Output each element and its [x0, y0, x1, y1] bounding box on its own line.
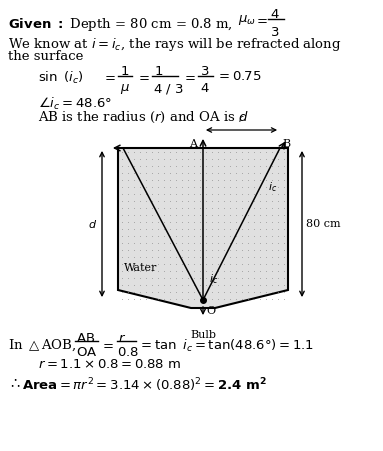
Text: $i_c$: $i_c$: [268, 180, 277, 194]
Text: O: O: [206, 306, 215, 316]
Text: $= 0.75$: $= 0.75$: [216, 70, 262, 83]
Text: $= \tan\ i_c = \tan(48.6°) = 1.1$: $= \tan\ i_c = \tan(48.6°) = 1.1$: [138, 338, 314, 354]
Text: In $\triangle$AOB,: In $\triangle$AOB,: [8, 338, 76, 354]
Text: A: A: [189, 139, 197, 149]
Text: $r$: $r$: [118, 332, 126, 345]
Text: $=$: $=$: [182, 70, 196, 83]
Text: $4$: $4$: [270, 8, 280, 21]
Text: $r$: $r$: [238, 113, 245, 124]
Text: Water: Water: [124, 263, 157, 273]
Text: $\mathbf{Given\ :}$ Depth = 80 cm = 0.8 m,: $\mathbf{Given\ :}$ Depth = 80 cm = 0.8 …: [8, 16, 232, 33]
Text: $0.8$: $0.8$: [117, 346, 139, 359]
Text: $1$: $1$: [154, 65, 163, 78]
Text: $=$: $=$: [136, 70, 150, 83]
Text: $4$: $4$: [200, 82, 210, 95]
Text: $=$: $=$: [254, 13, 268, 26]
Text: $\sin\ (i_c)$: $\sin\ (i_c)$: [38, 70, 84, 86]
Text: AB is the radius ($r$) and OA is $d$: AB is the radius ($r$) and OA is $d$: [38, 110, 249, 125]
Text: $\mathrm{OA}$: $\mathrm{OA}$: [76, 346, 97, 359]
Text: We know at $i = i_{c}$, the rays will be refracted along: We know at $i = i_{c}$, the rays will be…: [8, 36, 342, 53]
Text: the surface: the surface: [8, 50, 83, 63]
Text: $3$: $3$: [200, 65, 210, 78]
Text: Bulb: Bulb: [190, 330, 216, 340]
Text: $\mu_{\omega}$: $\mu_{\omega}$: [238, 13, 256, 27]
Text: $1$: $1$: [120, 65, 129, 78]
Text: $\mathrm{AB}$: $\mathrm{AB}$: [76, 332, 95, 345]
Text: $4\ /\ 3$: $4\ /\ 3$: [153, 82, 184, 96]
Text: $3$: $3$: [270, 26, 279, 39]
Text: $=$: $=$: [100, 338, 114, 351]
Text: $\mu$: $\mu$: [120, 82, 130, 96]
Text: $\therefore$: $\therefore$: [8, 376, 21, 390]
Text: $d$: $d$: [88, 218, 97, 230]
Text: $r = 1.1 \times 0.8 = 0.88\ \mathrm{m}$: $r = 1.1 \times 0.8 = 0.88\ \mathrm{m}$: [38, 358, 181, 371]
Text: $\mathbf{Area} = \pi r^2 = 3.14 \times (0.88)^2 = \mathbf{2.4\ m^2}$: $\mathbf{Area} = \pi r^2 = 3.14 \times (…: [22, 376, 267, 394]
Text: $i_c$: $i_c$: [209, 272, 218, 286]
Polygon shape: [118, 148, 288, 308]
Text: $\angle i_c = 48.6°$: $\angle i_c = 48.6°$: [38, 96, 112, 112]
Text: B: B: [282, 139, 290, 149]
Text: 80 cm: 80 cm: [306, 219, 340, 229]
Text: $=$: $=$: [102, 70, 116, 83]
